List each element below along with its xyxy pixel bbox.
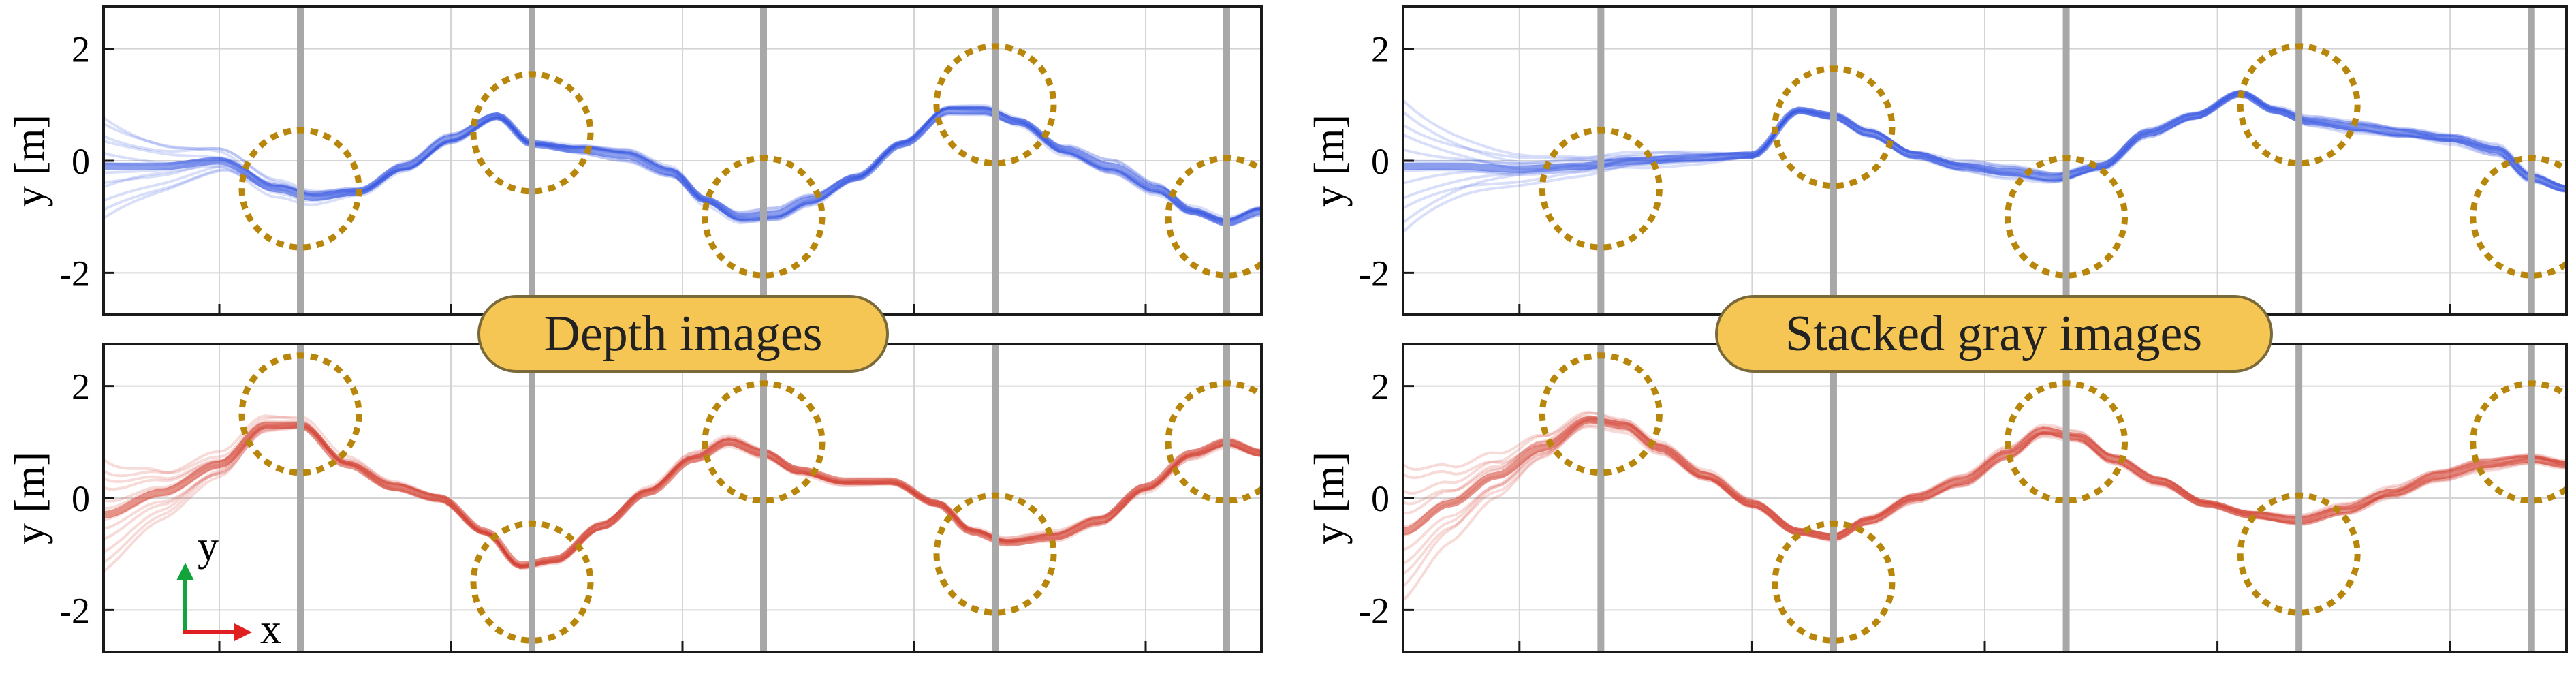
trajectory-mean-line: [1403, 416, 2566, 542]
trajectory-mean-line: [1403, 89, 2566, 193]
plot-content: [1403, 344, 2566, 652]
gate-circle: [2237, 492, 2361, 616]
gate-circle: [1772, 65, 1896, 189]
y-tick-label: 0: [72, 141, 90, 182]
gate-circle: [238, 127, 362, 251]
gate-circle: [933, 43, 1057, 167]
y-tick-label: 2: [1371, 29, 1389, 70]
gate-circle: [2237, 43, 2361, 167]
y-tick-label: 0: [72, 478, 90, 519]
chart-panel-bottom-left: 2 0 -2 y [m]: [7, 343, 1263, 653]
y-tick-label: 2: [72, 367, 90, 407]
x-axis-label: x: [260, 606, 281, 653]
gate-circle: [238, 352, 362, 476]
gate-circle: [470, 71, 594, 195]
badge-stacked-gray-images-label: Stacked gray images: [1785, 306, 2202, 362]
gate-circle: [1165, 155, 1261, 279]
chart-panel-top-left: 2 0 -2 y [m]: [7, 5, 1263, 316]
gate-circle: [470, 520, 594, 644]
axis-orientation-icon: y x: [176, 523, 281, 653]
trajectory-mean-line: [104, 106, 1261, 226]
gate-circle: [1772, 520, 1896, 644]
y-tick-label: -2: [1359, 590, 1389, 631]
panels-group: 2 0 -2 y [m] 2 0 -2 y [m] 2 0 -2 y [m] 2 0 -2 y [m]: [7, 5, 2568, 653]
y-axis-title: y [m]: [7, 114, 53, 207]
gate-circle: [1539, 127, 1663, 251]
y-axis-arrowhead-icon: [176, 563, 194, 580]
gate-circle: [2005, 380, 2129, 504]
plot-content: [104, 7, 1261, 315]
gate-circle: [1165, 380, 1261, 504]
trajectory-sample-line: [1403, 91, 2566, 224]
y-tick-label: -2: [59, 253, 90, 294]
y-tick-label: 0: [1371, 141, 1389, 182]
trajectory-mean-line: [104, 421, 1261, 570]
chart-panel-top-right: 2 0 -2 y [m]: [1306, 5, 2568, 316]
gate-circle: [702, 155, 826, 279]
y-axis-title: y [m]: [7, 452, 53, 544]
plot-content: [1403, 7, 2566, 315]
gate-circle: [933, 492, 1057, 616]
x-axis-arrowhead-icon: [234, 623, 252, 641]
badge-depth-images-label: Depth images: [544, 306, 823, 362]
y-axis-title: y [m]: [1306, 452, 1353, 544]
y-tick-label: -2: [1359, 253, 1389, 294]
y-tick-label: 0: [1371, 478, 1389, 519]
gate-circle: [2470, 380, 2566, 504]
y-axis-title: y [m]: [1306, 114, 1353, 207]
chart-panel-bottom-right: 2 0 -2 y [m]: [1306, 343, 2568, 653]
badge-stacked-gray-images-bg: [1715, 295, 2273, 373]
gate-circle: [2005, 155, 2129, 279]
badge-depth-images: Depth images: [477, 295, 889, 373]
y-tick-label: 2: [1371, 367, 1389, 407]
y-tick-label: 2: [72, 29, 90, 70]
gate-circle: [1539, 352, 1663, 476]
y-axis-label: y: [198, 523, 219, 570]
badge-stacked-gray-images: Stacked gray images: [1715, 295, 2273, 373]
gate-circle: [2470, 155, 2566, 279]
gate-circle: [702, 380, 826, 504]
plot-content: [104, 344, 1261, 652]
badge-depth-images-bg: [477, 295, 889, 373]
y-tick-label: -2: [59, 590, 90, 631]
